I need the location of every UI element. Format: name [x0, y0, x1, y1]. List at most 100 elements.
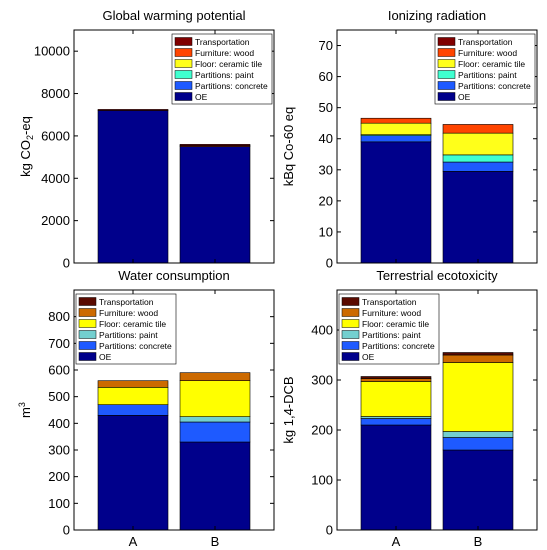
bar-segment [360, 141, 432, 264]
legend-swatch [437, 81, 456, 90]
bar-segment [442, 132, 514, 156]
bar-segment [442, 354, 514, 363]
y-tick-label: 500 [48, 389, 70, 404]
bar-segment [179, 380, 251, 417]
x-tick-label: B [211, 534, 220, 549]
legend-swatch [341, 341, 360, 350]
legend-swatch [437, 48, 456, 57]
y-axis-label-part: kBq Co-60 eq [281, 107, 296, 187]
x-tick-label: B [474, 534, 483, 549]
chart-panel-1: 0 2000 4000 6000 8000 10000 Global warming pot… [18, 8, 275, 271]
chart-panel-3: 0 100 200 300 400 500 600 700 800 A B Water consump… [17, 268, 275, 549]
bar-segment [97, 387, 169, 405]
legend-swatch [437, 92, 456, 101]
y-axis-label-subscript: 2 [25, 135, 35, 140]
y-axis-label: kg 1,4-DCB [281, 376, 296, 443]
legend-label: Floor: ceramic tile [99, 319, 166, 329]
chart-title: Global warming potential [102, 8, 245, 23]
bar-segment [442, 124, 514, 134]
legend-swatch [437, 37, 456, 46]
legend-swatch [341, 330, 360, 339]
bar-segment [179, 416, 251, 423]
y-tick-label: 400 [311, 323, 333, 338]
y-tick-label: 10000 [34, 44, 70, 59]
legend-label: OE [362, 352, 375, 362]
legend-swatch [341, 319, 360, 328]
bar-segment [442, 154, 514, 163]
bar-segment [97, 109, 169, 111]
bar-segment [97, 415, 169, 531]
bar-segment [97, 404, 169, 416]
y-tick-label: 200 [311, 423, 333, 438]
bar-segment [442, 171, 514, 264]
legend-label: Furniture: wood [458, 48, 517, 58]
legend-label: Partitions: paint [362, 330, 421, 340]
bar-segment [360, 418, 432, 426]
bar-segment [179, 146, 251, 264]
legend-label: OE [458, 92, 471, 102]
y-tick-label: 4000 [41, 171, 70, 186]
y-tick-label: 70 [319, 38, 333, 53]
bar-segment [179, 372, 251, 381]
legend-label: Floor: ceramic tile [195, 59, 262, 69]
legend-label: Partitions: paint [458, 70, 517, 80]
y-axis-label: m3 [17, 402, 33, 418]
legend-swatch [78, 341, 97, 350]
y-tick-label: 8000 [41, 86, 70, 101]
chart-title: Water consumption [118, 268, 230, 283]
bar-segment [442, 161, 514, 172]
y-axis-label: kg CO2-eq [18, 116, 35, 177]
legend-swatch [78, 319, 97, 328]
legend-swatch [174, 59, 193, 68]
legend-swatch [174, 48, 193, 57]
y-tick-label: 400 [48, 416, 70, 431]
y-axis-label: kBq Co-60 eq [281, 107, 296, 187]
legend-swatch [78, 297, 97, 306]
legend-swatch [341, 352, 360, 361]
bar-segment [442, 437, 514, 451]
y-tick-label: 0 [63, 523, 70, 538]
y-tick-label: 60 [319, 69, 333, 84]
y-tick-label: 2000 [41, 213, 70, 228]
bar-segment [442, 352, 514, 356]
bar-segment [360, 117, 432, 124]
legend-label: Partitions: paint [99, 330, 158, 340]
legend-label: Furniture: wood [99, 308, 158, 318]
y-tick-label: 600 [48, 363, 70, 378]
legend-label: OE [99, 352, 112, 362]
bar-segment [442, 431, 514, 438]
legend-swatch [174, 81, 193, 90]
legend-swatch [437, 59, 456, 68]
bar-segment [360, 122, 432, 135]
legend-label: Partitions: paint [195, 70, 254, 80]
y-tick-label: 100 [311, 473, 333, 488]
axes-box [73, 29, 275, 264]
legend-swatch [78, 308, 97, 317]
x-tick-label: A [392, 534, 401, 549]
y-tick-label: 100 [48, 496, 70, 511]
legend-swatch [78, 330, 97, 339]
legend-label: Transportation [195, 37, 250, 47]
axes-box [73, 289, 275, 531]
legend-swatch [174, 70, 193, 79]
bar-segment [179, 144, 251, 146]
bar-segment [360, 424, 432, 531]
y-tick-label: 700 [48, 336, 70, 351]
chart-title: Ionizing radiation [388, 8, 486, 23]
legend-label: Partitions: concrete [195, 81, 268, 91]
legend-label: Partitions: concrete [99, 341, 172, 351]
x-tick-label: A [129, 534, 138, 549]
legend-label: Floor: ceramic tile [458, 59, 525, 69]
bar-segment [360, 378, 432, 382]
legend-label: OE [195, 92, 208, 102]
legend-label: Partitions: concrete [362, 341, 435, 351]
y-axis-label-part: -eq [18, 116, 33, 135]
legend-label: Furniture: wood [362, 308, 421, 318]
legend-swatch [341, 297, 360, 306]
legend-label: Transportation [362, 297, 417, 307]
y-tick-label: 20 [319, 193, 333, 208]
